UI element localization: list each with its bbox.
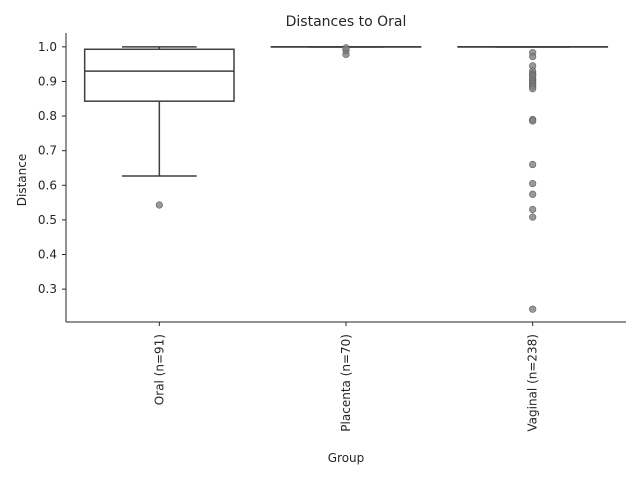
plot-area <box>83 44 609 313</box>
x-tick-label: Placenta (n=70) <box>339 334 353 432</box>
outlier-point <box>529 160 537 169</box>
x-tick-label: Vaginal (n=238) <box>526 334 540 432</box>
y-tick-label: 0.3 <box>38 282 57 296</box>
outlier-point <box>529 305 537 313</box>
outlier-point <box>529 205 537 214</box>
y-tick-label: 0.8 <box>38 109 57 123</box>
x-axis: Oral (n=91) Placenta (n=70) Vaginal (n=238… <box>66 321 626 432</box>
iqr-box <box>83 48 235 102</box>
y-tick-label: 1.0 <box>38 40 57 54</box>
y-axis-label: Distance <box>15 154 29 206</box>
box-group <box>457 46 609 313</box>
x-tick-label: Oral (n=91) <box>152 334 166 405</box>
box-group <box>83 46 235 209</box>
outlier-point <box>529 117 537 125</box>
x-axis-label: Group <box>328 451 365 465</box>
outlier-point <box>529 85 537 93</box>
outlier-point <box>155 201 163 209</box>
y-tick-label: 0.7 <box>38 144 57 158</box>
outlier-point <box>529 52 537 61</box>
outlier-point <box>529 179 537 188</box>
outlier-point <box>342 44 350 52</box>
y-tick-label: 0.5 <box>38 213 57 227</box>
box-group <box>270 44 422 59</box>
chart-title: Distances to Oral <box>286 14 407 30</box>
y-tick-label: 0.9 <box>38 74 57 88</box>
outlier-point <box>529 190 537 198</box>
outlier-point <box>529 213 537 221</box>
y-tick-label: 0.6 <box>38 178 57 192</box>
y-tick-label: 0.4 <box>38 248 57 262</box>
y-axis: 0.3 0.4 0.5 0.6 0.7 0.8 0.9 1.0 <box>38 33 67 322</box>
